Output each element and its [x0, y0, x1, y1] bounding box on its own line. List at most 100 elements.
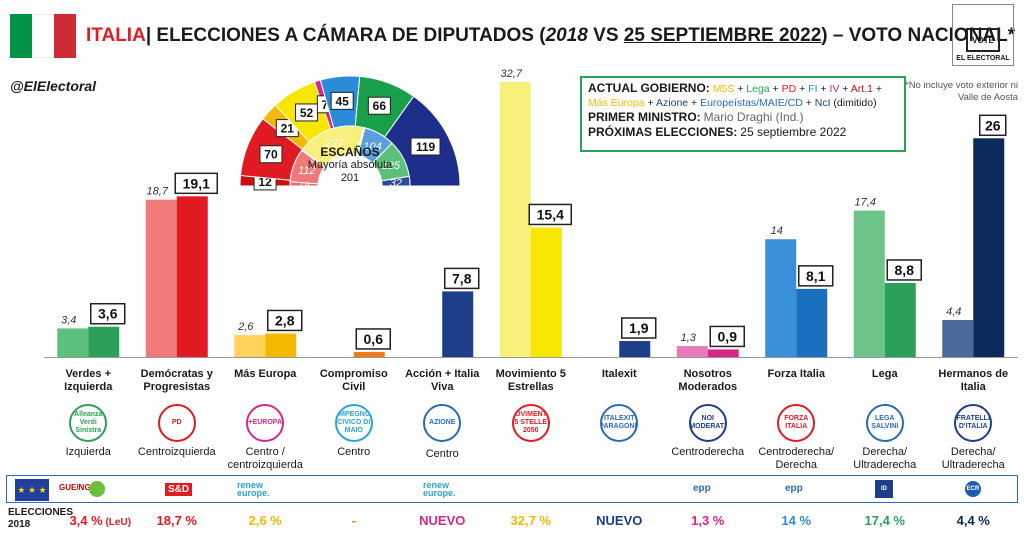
- party-emblem-icon: MOVIMENTO 5 STELLE 2050: [511, 404, 550, 442]
- value-label-2018: 14: [771, 225, 783, 237]
- value-label-box: [528, 203, 572, 226]
- value-label-box: [621, 317, 657, 339]
- seat-label-2022: 70: [264, 148, 278, 162]
- coalition-party: Azione: [656, 97, 689, 109]
- election-2018-value: 17,4 %: [864, 513, 905, 528]
- majority-label: Mayoría absoluta: [307, 159, 393, 171]
- value-label-2022: 26: [985, 117, 1001, 133]
- bar-2022: [353, 351, 385, 357]
- bar-2018: [499, 81, 531, 357]
- flag-stripe-green: [10, 14, 32, 58]
- coalition-plus: +: [802, 97, 815, 109]
- coalition-plus: +: [644, 97, 657, 109]
- pm-value: Mario Draghi (Ind.): [703, 110, 804, 124]
- seat-label-2018: 32: [390, 177, 402, 189]
- bar-2018: [234, 335, 266, 357]
- bar-2022: [973, 138, 1005, 357]
- seat-label-2018: 112: [298, 165, 316, 177]
- renew-logo-1: renew europe.: [237, 480, 270, 498]
- party-ideology: Centroizquierda: [137, 446, 216, 458]
- value-label-2018: 32,7: [501, 68, 523, 80]
- value-label-box: [90, 302, 126, 325]
- elections-2018-text: ELECCIONES 2018: [8, 507, 74, 530]
- value-label-2018: 17,4: [855, 197, 876, 209]
- party-ideology: Centro / centroizquierda: [227, 446, 303, 471]
- party-name: Demócratas y Progresistas: [140, 368, 213, 393]
- party-emblem-icon: NOI MODERATI: [688, 404, 727, 442]
- value-label-2018: 18,7: [147, 186, 169, 198]
- title-vs: VS: [587, 25, 624, 46]
- election-2018-value: 32,7 %: [510, 513, 551, 528]
- pm-line: PRIMER MINISTRO: Mario Draghi (Ind.): [588, 110, 898, 125]
- majority-value: 201: [340, 172, 360, 184]
- bar-2022: [88, 326, 120, 357]
- election-2018-value: 1,3 %: [691, 513, 725, 528]
- seat-label-2022: 119: [416, 140, 436, 154]
- next-election-line: PRÓXIMAS ELECCIONES: 25 septiembre 2022: [588, 125, 898, 140]
- value-label-box: [709, 325, 745, 348]
- title-main: ELECCIONES A CÁMARA DE DIPUTADOS (: [156, 25, 546, 46]
- eu-flag-icon: ★ ★ ★: [15, 479, 49, 501]
- pm-label: PRIMER MINISTRO:: [588, 110, 701, 124]
- seat-label-2018: 3: [310, 153, 317, 165]
- election-2018-value: 4,4 %: [956, 513, 990, 528]
- seat-label-2022: 66: [373, 99, 387, 113]
- election-2018-value: 3,4 % (LeU): [69, 513, 132, 528]
- coalition-party: Art.1: [850, 83, 873, 95]
- ecr-logo: ECR: [965, 481, 981, 497]
- value-label-2022: 15,4: [537, 206, 564, 222]
- value-label-2018: 1,3: [681, 332, 697, 344]
- value-label-box: [355, 328, 391, 350]
- coalition-party: Lega: [746, 83, 770, 95]
- value-label-2022: 1,9: [629, 320, 649, 336]
- renew-logo-2: renew europe.: [423, 480, 456, 498]
- coalition-list: M5S + Lega + PD + FI + IV + Art.1 + Más …: [588, 83, 882, 109]
- election-2018-value: 2,6 %: [248, 513, 282, 528]
- value-label-2022: 3,6: [98, 306, 118, 322]
- election-2018-value: NUEVO: [419, 513, 466, 528]
- value-label-box: [886, 259, 922, 281]
- value-label-2018: 3,4: [61, 314, 76, 326]
- value-label-2022: 8,1: [806, 268, 826, 284]
- coalition-party: M5S: [712, 83, 735, 95]
- party-emblem-icon: ITALEXIT PARAGONE: [600, 404, 639, 442]
- coalition-party: NcI: [814, 97, 831, 109]
- id-logo: ID: [875, 480, 893, 498]
- flag-stripe-white: [32, 14, 54, 58]
- coalition-party: IV: [829, 83, 840, 95]
- epp-logo-2: epp: [785, 483, 803, 494]
- epp-logo-1: epp: [693, 483, 711, 494]
- coalition-party: Más Europa: [588, 97, 645, 109]
- party-ideology: Derecha/ Ultraderecha: [941, 446, 1005, 471]
- party-emblem-icon: PD: [157, 404, 196, 442]
- coalition-party: Europeístas/MAIE/CD: [700, 97, 803, 109]
- seat-label-box: [330, 91, 354, 110]
- seat-label-2018: 125: [382, 160, 401, 172]
- value-label-2022: 0,6: [364, 331, 384, 347]
- value-label-box: [798, 265, 834, 287]
- flag-stripe-red: [54, 14, 76, 58]
- footnote: *No incluye voto exterior ni Valle de Ao…: [905, 80, 1018, 103]
- coalition-plus: +: [734, 83, 747, 95]
- bar-2022: [707, 349, 739, 357]
- election-2018-value: -: [351, 513, 356, 528]
- party-emblem-icon: FRATELLI D'ITALIA: [954, 404, 993, 442]
- ballot-box-icon: VOTE: [966, 28, 1000, 52]
- next-label: PRÓXIMAS ELECCIONES:: [588, 125, 738, 139]
- election-2018-note: (LeU): [102, 517, 132, 528]
- seat-label-2022: 52: [300, 106, 314, 120]
- italy-flag: [10, 14, 76, 58]
- bar-2018: [853, 210, 885, 357]
- bar-2022: [619, 341, 651, 357]
- party-ideology: Izquierda: [65, 446, 111, 458]
- coalition-plus: +: [872, 83, 883, 95]
- seats-label: ESCAÑOS Mayoría absoluta 201: [290, 146, 410, 185]
- guengl-logo: GUE/NGL: [59, 483, 96, 492]
- next-value: 25 septiembre 2022: [740, 125, 847, 139]
- value-label-2022: 7,8: [452, 270, 472, 286]
- coalition-plus: +: [769, 83, 782, 95]
- party-emblem-icon: LEGA SALVINI: [865, 404, 904, 442]
- seat-center: [318, 154, 382, 186]
- party-ideology: Centro: [337, 446, 371, 458]
- seat-label-2022: 21: [281, 122, 295, 136]
